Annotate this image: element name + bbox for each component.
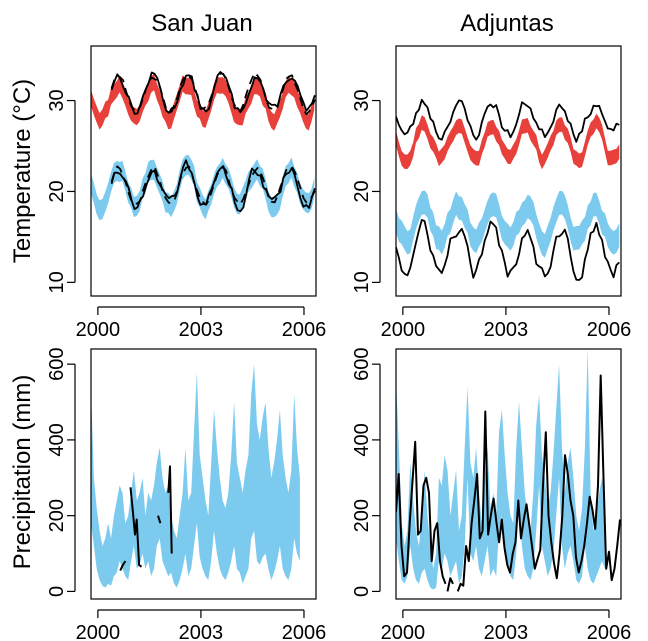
y-tick-label: 0 xyxy=(46,586,68,597)
observed-line-1 xyxy=(129,487,143,568)
plot-area xyxy=(91,71,316,221)
y-axis: 10 20 30 xyxy=(46,89,76,294)
x-tick-label: 2003 xyxy=(484,622,529,641)
x-axis: 2000 2003 2006 xyxy=(381,609,632,641)
plot-frame xyxy=(90,45,317,297)
precip-band xyxy=(396,349,605,590)
y-tick-label: 0 xyxy=(351,586,373,597)
plot-frame xyxy=(90,348,317,600)
x-tick-label: 2000 xyxy=(76,622,121,641)
x-tick-label: 2006 xyxy=(282,622,327,641)
y-axis: 0 200 400 600 xyxy=(351,348,381,597)
series-line-4 xyxy=(110,159,316,213)
x-tick-label: 2006 xyxy=(587,319,632,341)
panel-san-juan-temperature: 10 20 30 2000 2003 2006 xyxy=(46,45,327,341)
observed-line-2 xyxy=(456,374,621,592)
observed-line-1 xyxy=(446,577,454,592)
series-line-2 xyxy=(396,98,620,143)
column-title-adjuntas: Adjuntas xyxy=(460,10,553,37)
observed-line-0 xyxy=(119,560,127,572)
observed-line-3 xyxy=(167,465,173,554)
x-tick-label: 2000 xyxy=(381,622,426,641)
panel-adjuntas-temperature: 10 20 30 2000 2003 2006 xyxy=(351,45,632,341)
y-tick-label: 200 xyxy=(46,499,68,532)
y-tick-label: 600 xyxy=(46,348,68,381)
y-axis: 0 200 400 600 xyxy=(46,348,76,597)
panel-adjuntas-precipitation: 0 200 400 600 2000 2003 2006 xyxy=(351,348,631,641)
y-tick-label: 10 xyxy=(46,271,68,293)
x-tick-label: 2003 xyxy=(484,319,529,341)
observed-line-0 xyxy=(396,440,447,585)
plot-frame xyxy=(395,45,622,297)
ylabel-temperature: Temperature (°C) xyxy=(9,79,36,263)
plot-frame xyxy=(395,348,622,600)
series-line-3 xyxy=(110,71,316,116)
column-title-san-juan: San Juan xyxy=(151,10,252,37)
plot-area xyxy=(91,364,300,588)
x-tick-label: 2003 xyxy=(179,622,224,641)
y-tick-label: 600 xyxy=(351,348,373,381)
y-tick-label: 200 xyxy=(351,499,373,532)
series-line-5 xyxy=(110,165,316,206)
plot-area xyxy=(396,349,621,592)
y-tick-label: 400 xyxy=(46,423,68,456)
x-tick-label: 2000 xyxy=(381,319,426,341)
x-tick-label: 2006 xyxy=(587,622,632,641)
y-tick-label: 30 xyxy=(351,89,373,111)
x-tick-label: 2006 xyxy=(282,319,327,341)
series-band-0 xyxy=(396,113,620,170)
observed-line-2 xyxy=(157,515,162,524)
series-line-3 xyxy=(396,219,620,281)
y-axis: 10 20 30 xyxy=(351,89,381,294)
precip-band xyxy=(91,364,300,588)
x-axis: 2000 2003 2006 xyxy=(76,306,327,341)
series-band-1 xyxy=(91,154,315,221)
x-tick-label: 2000 xyxy=(76,319,121,341)
series-band-0 xyxy=(91,73,315,131)
plot-area xyxy=(396,98,620,281)
panel-san-juan-precipitation: 0 200 400 600 2000 2003 2006 xyxy=(46,348,326,641)
y-tick-label: 20 xyxy=(351,180,373,202)
y-tick-label: 10 xyxy=(351,271,373,293)
ylabel-precipitation: Precipitation (mm) xyxy=(9,375,36,570)
y-tick-label: 20 xyxy=(46,180,68,202)
y-tick-label: 30 xyxy=(46,89,68,111)
y-tick-label: 400 xyxy=(351,423,373,456)
x-tick-label: 2003 xyxy=(179,319,224,341)
x-axis: 2000 2003 2006 xyxy=(381,306,632,341)
series-band-1 xyxy=(396,190,620,258)
x-axis: 2000 2003 2006 xyxy=(76,609,327,641)
